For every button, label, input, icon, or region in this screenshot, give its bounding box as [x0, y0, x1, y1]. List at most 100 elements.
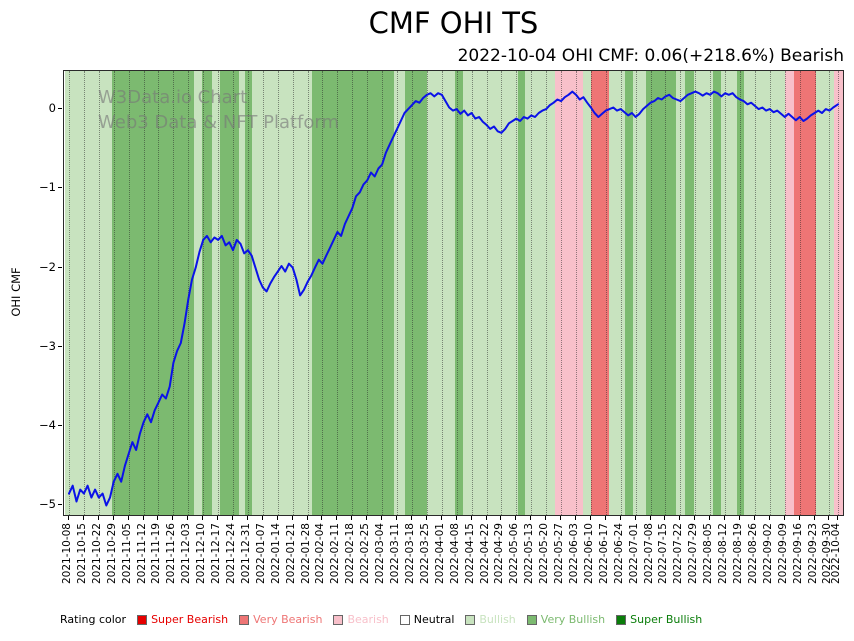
x-gridline: [590, 71, 592, 515]
x-tick-mark: [112, 516, 114, 520]
x-tick-mark: [232, 516, 234, 520]
x-tick-label: 2022-03-25: [418, 523, 431, 585]
x-tick-mark: [470, 516, 472, 520]
x-tick-mark: [619, 516, 621, 520]
y-tick-mark: [58, 504, 62, 506]
legend-swatch-very_bullish: [526, 614, 537, 625]
x-tick-label: 2021-11-26: [165, 523, 178, 585]
x-tick-mark: [634, 516, 636, 520]
rating-band-very_bullish: [112, 71, 195, 515]
x-gridline: [98, 71, 100, 515]
legend-item-super_bullish: Super Bullish: [616, 613, 702, 626]
x-tick-label: 2022-06-03: [567, 523, 580, 585]
legend-swatch-super_bearish: [137, 614, 148, 625]
x-tick-mark: [366, 516, 368, 520]
x-tick-mark: [261, 516, 263, 520]
x-tick-label: 2022-05-27: [553, 523, 566, 585]
legend-label: Super Bearish: [151, 613, 229, 626]
x-tick-label: 2021-12-24: [225, 523, 238, 585]
x-tick-mark: [425, 516, 427, 520]
watermark-line2: Web3 Data & NFT Platform: [98, 112, 340, 133]
x-tick-label: 2022-01-21: [284, 523, 297, 585]
x-tick-label: 2022-06-17: [597, 523, 610, 585]
watermark-line1: W3Data.io Chart: [98, 87, 248, 108]
x-gridline: [158, 71, 160, 515]
y-tick-label: −4: [39, 418, 56, 433]
watermark: W3Data.io Chart Web3 Data & NFT Platform: [98, 85, 339, 135]
x-gridline: [486, 71, 488, 515]
x-tick-mark: [545, 516, 547, 520]
x-tick-label: 2022-04-08: [448, 523, 461, 585]
x-tick-label: 2022-09-23: [806, 523, 819, 585]
x-tick-mark: [515, 516, 517, 520]
x-tick-label: 2022-08-26: [746, 523, 759, 585]
x-gridline: [546, 71, 548, 515]
x-gridline: [113, 71, 115, 515]
x-gridline: [531, 71, 533, 515]
x-tick-mark: [396, 516, 398, 520]
rating-band-very_bullish: [684, 71, 694, 515]
rating-band-bullish: [720, 71, 738, 515]
legend-label: Bearish: [347, 613, 389, 626]
x-gridline: [69, 71, 70, 515]
x-tick-mark: [306, 516, 308, 520]
x-tick-mark: [217, 516, 219, 520]
x-tick-label: 2022-01-07: [254, 523, 267, 585]
x-tick-label: 2021-10-22: [90, 523, 103, 585]
x-tick-label: 2022-08-05: [702, 523, 715, 585]
rating-band-bullish: [212, 71, 220, 515]
x-tick-mark: [291, 516, 293, 520]
x-gridline: [218, 71, 220, 515]
rating-band-very_bullish: [219, 71, 239, 515]
x-tick-mark: [157, 516, 159, 520]
legend-heading: Rating color: [60, 613, 127, 626]
legend-swatch-very_bearish: [239, 614, 250, 625]
x-tick-label: 2022-07-15: [657, 523, 670, 585]
legend-swatch-bearish: [333, 614, 344, 625]
x-gridline: [262, 71, 264, 515]
rating-band-very_bearish: [793, 71, 817, 515]
x-tick-label: 2022-09-16: [791, 523, 804, 585]
x-tick-label: 2021-10-29: [105, 523, 118, 585]
x-tick-label: 2021-10-15: [75, 523, 88, 585]
x-tick-label: 2022-09-09: [776, 523, 789, 585]
x-tick-label: 2022-08-12: [717, 523, 730, 585]
x-tick-label: 2022-03-11: [389, 523, 402, 585]
x-gridline: [471, 71, 473, 515]
x-tick-mark: [837, 516, 838, 520]
x-tick-label: 2022-09-02: [761, 523, 774, 585]
x-gridline: [695, 71, 697, 515]
rating-band-very_bearish: [590, 71, 609, 515]
x-tick-mark: [410, 516, 412, 520]
x-tick-mark: [351, 516, 353, 520]
y-tick-label: −3: [39, 338, 56, 353]
legend-label: Neutral: [413, 613, 455, 626]
x-tick-mark: [187, 516, 189, 520]
x-gridline: [233, 71, 235, 515]
x-gridline: [665, 71, 667, 515]
x-gridline: [128, 71, 130, 515]
x-tick-label: 2021-11-05: [120, 523, 133, 585]
x-tick-mark: [142, 516, 144, 520]
x-tick-label: 2022-04-29: [493, 523, 506, 585]
x-gridline: [605, 71, 607, 515]
x-tick-label: 2021-11-12: [135, 523, 148, 585]
x-gridline: [620, 71, 622, 515]
rating-band-bullish: [583, 71, 591, 515]
x-gridline: [516, 71, 518, 515]
x-tick-mark: [440, 516, 442, 520]
x-tick-mark: [560, 516, 562, 520]
legend-swatch-bullish: [465, 614, 476, 625]
x-tick-label: 2022-06-10: [582, 523, 595, 585]
x-tick-mark: [649, 516, 651, 520]
x-gridline: [650, 71, 652, 515]
x-tick-mark: [246, 516, 248, 520]
x-gridline: [337, 71, 339, 515]
cmf-line-chart: [68, 90, 839, 507]
legend-item-neutral: Neutral: [399, 613, 455, 626]
x-tick-label: 2022-01-14: [269, 523, 282, 585]
rating-band-very_bullish: [625, 71, 633, 515]
legend-item-very_bullish: Very Bullish: [526, 613, 605, 626]
rating-band-very_bullish: [404, 71, 427, 515]
x-gridline: [247, 71, 249, 515]
